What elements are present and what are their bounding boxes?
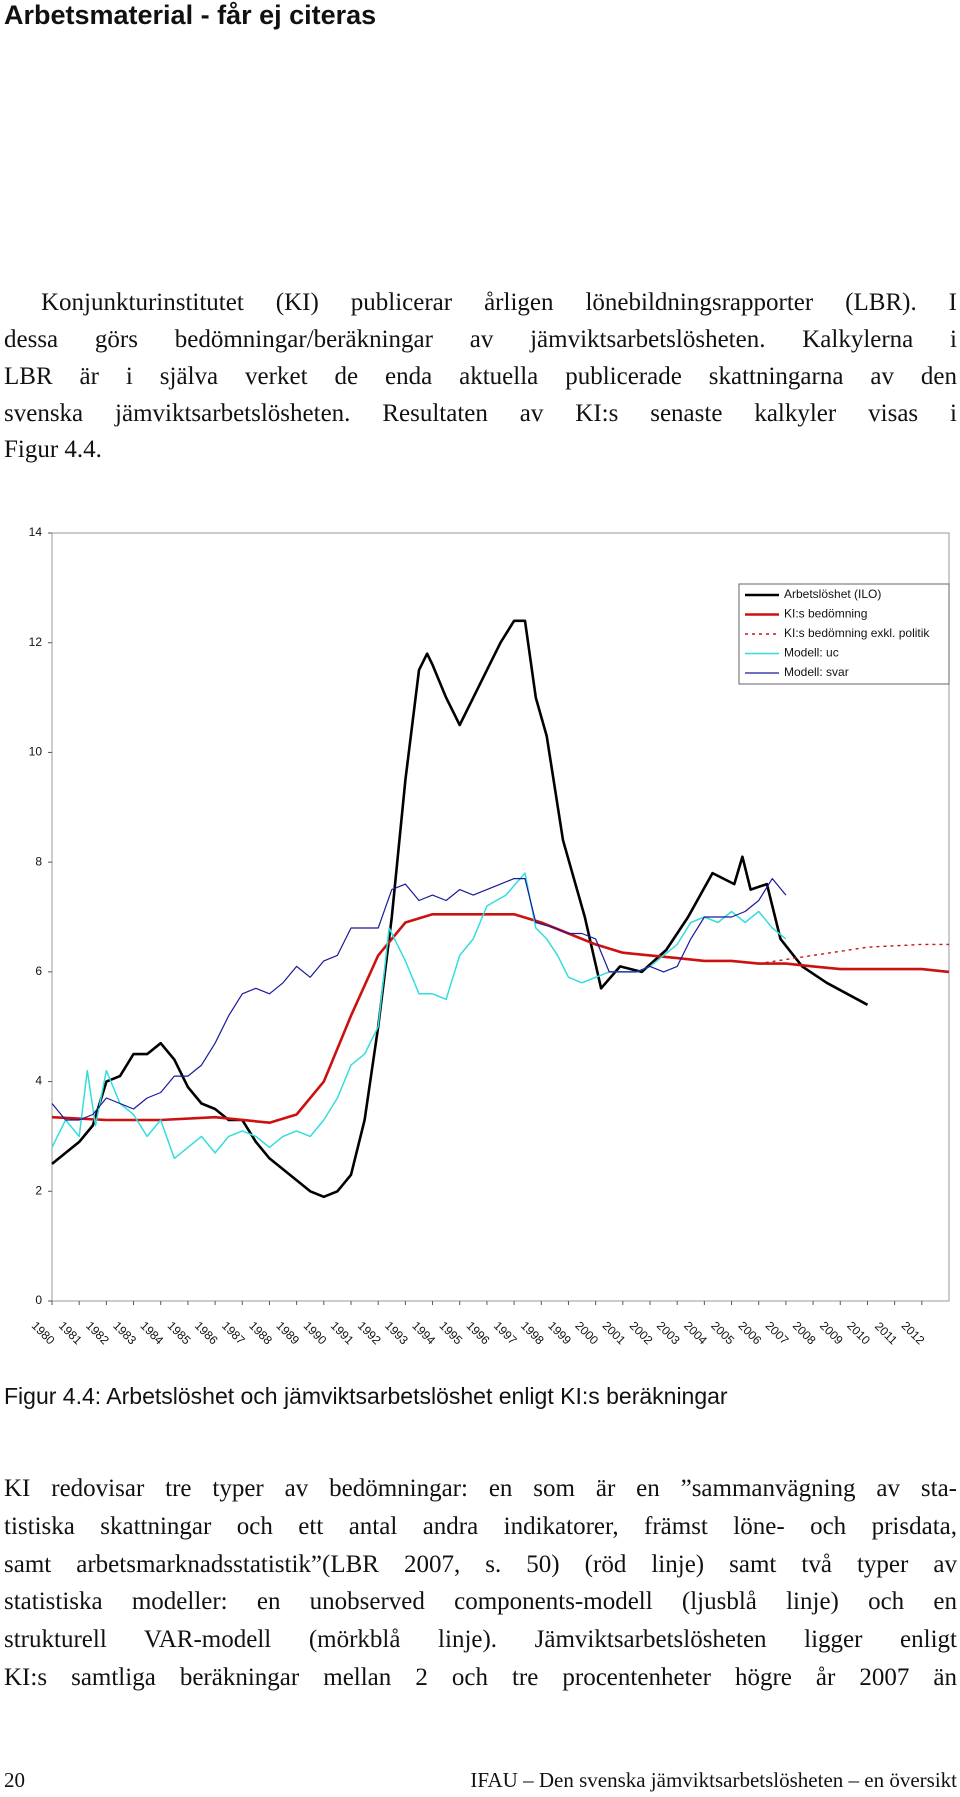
text-line: LBR är i själva verket de enda aktuella …: [4, 363, 957, 390]
x-tick-label: 1983: [110, 1319, 139, 1348]
y-tick-label: 4: [35, 1074, 42, 1088]
x-tick-label: 1985: [165, 1319, 194, 1348]
y-tick-label: 8: [35, 854, 42, 868]
series-line: [51, 872, 787, 1160]
series-line: [51, 913, 950, 1124]
y-tick-label: 0: [35, 1293, 42, 1307]
x-tick-label: 1987: [219, 1319, 248, 1348]
x-tick-label: 1994: [409, 1319, 438, 1348]
series-line: [51, 878, 787, 1121]
x-tick-label: 2011: [872, 1319, 900, 1347]
text-line: dessa görs bedömningar/beräkningar av jä…: [4, 326, 957, 353]
x-tick-label: 1988: [246, 1319, 275, 1348]
x-tick-label: 2004: [681, 1319, 710, 1348]
legend-label: Modell: svar: [784, 665, 849, 679]
y-tick-label: 12: [29, 635, 43, 649]
x-tick-label: 2007: [763, 1319, 792, 1348]
x-tick-label: 1981: [56, 1319, 85, 1348]
text-line: svenska jämviktsarbetslösheten. Resultat…: [4, 400, 957, 427]
x-tick-label: 1990: [301, 1319, 330, 1348]
x-tick-label: 2005: [708, 1319, 737, 1348]
x-tick-label: 1999: [545, 1319, 574, 1348]
x-tick-label: 2008: [790, 1319, 819, 1348]
legend-label: KI:s bedömning exkl. politik: [784, 626, 930, 640]
x-tick-label: 1993: [382, 1319, 411, 1348]
text-line: strukturell VAR-modell (mörkblå linje). …: [4, 1626, 957, 1653]
y-tick-label: 10: [29, 745, 43, 759]
x-tick-label: 2012: [899, 1319, 928, 1348]
x-tick-label: 2002: [627, 1319, 656, 1348]
series-line: [758, 943, 949, 965]
x-tick-label: 1991: [328, 1319, 357, 1348]
x-tick-label: 2006: [735, 1319, 764, 1348]
plot-frame: [51, 532, 950, 1302]
x-tick-label: 2001: [600, 1319, 629, 1348]
text-line: Konjunkturinstitutet (KI) publicerar årl…: [41, 289, 957, 316]
x-tick-label: 1989: [273, 1319, 302, 1348]
x-tick-label: 1992: [355, 1319, 384, 1348]
x-tick-label: 1984: [137, 1319, 166, 1348]
text-line: statistiska modeller: en unobserved comp…: [4, 1588, 957, 1615]
y-tick-label: 14: [29, 525, 43, 539]
chart: 0246810121419801981198219831984198519861…: [29, 525, 950, 1348]
footer-text: IFAU – Den svenska jämviktsarbetslöshete…: [470, 1768, 957, 1792]
y-tick-label: 6: [35, 964, 42, 978]
y-tick-label: 2: [35, 1183, 42, 1197]
text-line: KI:s samtliga beräkningar mellan 2 och t…: [4, 1664, 957, 1691]
page-number: 20: [4, 1768, 25, 1792]
text-line: tistiska skattningar och ett antal andra…: [4, 1513, 957, 1540]
legend: Arbetslöshet (ILO) KI:s bedömning KI:s bed…: [738, 583, 950, 685]
x-tick-label: 1996: [464, 1319, 493, 1348]
x-tick-label: 2009: [817, 1319, 846, 1348]
x-tick-label: 1982: [83, 1319, 112, 1348]
series-line: [51, 619, 869, 1199]
text-line: Figur 4.4.: [4, 436, 102, 463]
x-tick-label: 1986: [192, 1319, 221, 1348]
legend-label: Arbetslöshet (ILO): [784, 587, 881, 601]
x-tick-label: 1997: [491, 1319, 520, 1348]
legend-label: Modell: uc: [784, 646, 839, 660]
x-tick-label: 2000: [572, 1319, 601, 1348]
x-tick-label: 1980: [29, 1319, 58, 1348]
header-title: Arbetsmaterial - får ej citeras: [4, 0, 377, 30]
text-line: samt arbetsmarknadsstatistik”(LBR 2007, …: [4, 1551, 957, 1578]
figure-caption: Figur 4.4: Arbetslöshet och jämviktsarbe…: [4, 1383, 728, 1409]
legend-label: KI:s bedömning: [784, 607, 867, 621]
x-tick-label: 2010: [844, 1319, 873, 1348]
x-tick-label: 2003: [654, 1319, 683, 1348]
x-tick-label: 1998: [518, 1319, 547, 1348]
text-line: KI redovisar tre typer av bedömningar: e…: [4, 1475, 957, 1502]
x-tick-label: 1995: [436, 1319, 465, 1348]
